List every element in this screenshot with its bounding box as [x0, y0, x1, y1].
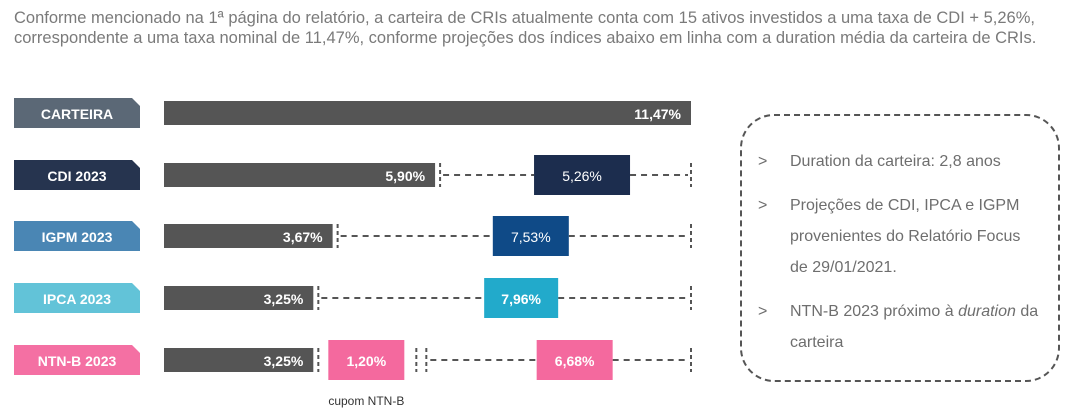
base-bar-carteira — [164, 101, 691, 125]
base-bar-value-label: 5,90% — [385, 168, 425, 184]
base-bar-igpm-2023 — [164, 224, 333, 248]
category-label-text: IGPM 2023 — [42, 229, 113, 245]
base-bar-ntn-b-2023 — [164, 348, 314, 372]
base-bar-value-label: 3,25% — [264, 353, 304, 369]
note-text-end: da carteira — [790, 303, 1039, 351]
category-label-text: NTN-B 2023 — [38, 353, 117, 369]
base-bar-cdi-2023 — [164, 163, 436, 187]
note-text-start: NTN-B 2023 próximo à — [790, 303, 959, 320]
category-label-text: CARTEIRA — [41, 106, 113, 122]
base-bar-value-label: 11,47% — [634, 106, 681, 122]
spread-value-label: 5,26% — [562, 168, 602, 184]
spread-box-ntn-b-2023 — [536, 340, 613, 380]
category-label-igpm-2023 — [14, 221, 140, 251]
spread-value-label: 6,68% — [555, 353, 595, 369]
category-label-carteira — [14, 98, 140, 128]
coupon-annotation: cupom NTN-B — [328, 394, 404, 408]
spread-value-label: 7,96% — [501, 291, 541, 307]
note-projections: > Projeções de CDI, IPCA e IGPM provenie… — [758, 190, 1040, 283]
spread-value-label: 7,53% — [511, 229, 551, 245]
note-duration: > Duration da carteira: 2,8 anos — [758, 146, 1040, 177]
notes-box: > Duration da carteira: 2,8 anos > Proje… — [740, 114, 1060, 382]
intro-paragraph: Conforme mencionado na 1ª página do rela… — [14, 9, 1037, 47]
spread-box-ipca-2023 — [484, 278, 559, 318]
base-bar-value-label: 3,67% — [283, 229, 323, 245]
bullet-arrow: > — [758, 197, 768, 214]
bullet-arrow: > — [758, 303, 768, 320]
note-ntnb: > NTN-B 2023 próximo à duration da carte… — [758, 296, 1040, 358]
coupon-value-label: 1,20% — [346, 353, 386, 369]
note-text: Duration da carteira: 2,8 anos — [790, 153, 1001, 170]
spread-box-cdi-2023 — [534, 155, 631, 195]
category-label-text: CDI 2023 — [47, 168, 106, 184]
base-bar-ipca-2023 — [164, 286, 314, 310]
category-label-ntn-b-2023 — [14, 345, 140, 375]
category-label-ipca-2023 — [14, 283, 140, 313]
category-label-text: IPCA 2023 — [43, 291, 111, 307]
spread-box-igpm-2023 — [492, 216, 569, 256]
category-label-cdi-2023 — [14, 160, 140, 190]
note-text: NTN-B 2023 próximo à duration da carteir… — [790, 296, 1040, 358]
coupon-box-ntn-b-2023 — [328, 340, 405, 380]
note-text: Projeções de CDI, IPCA e IGPM provenient… — [790, 197, 1021, 276]
base-bar-value-label: 3,25% — [264, 291, 304, 307]
note-text-emphasis: duration — [958, 303, 1016, 320]
bullet-arrow: > — [758, 153, 768, 170]
